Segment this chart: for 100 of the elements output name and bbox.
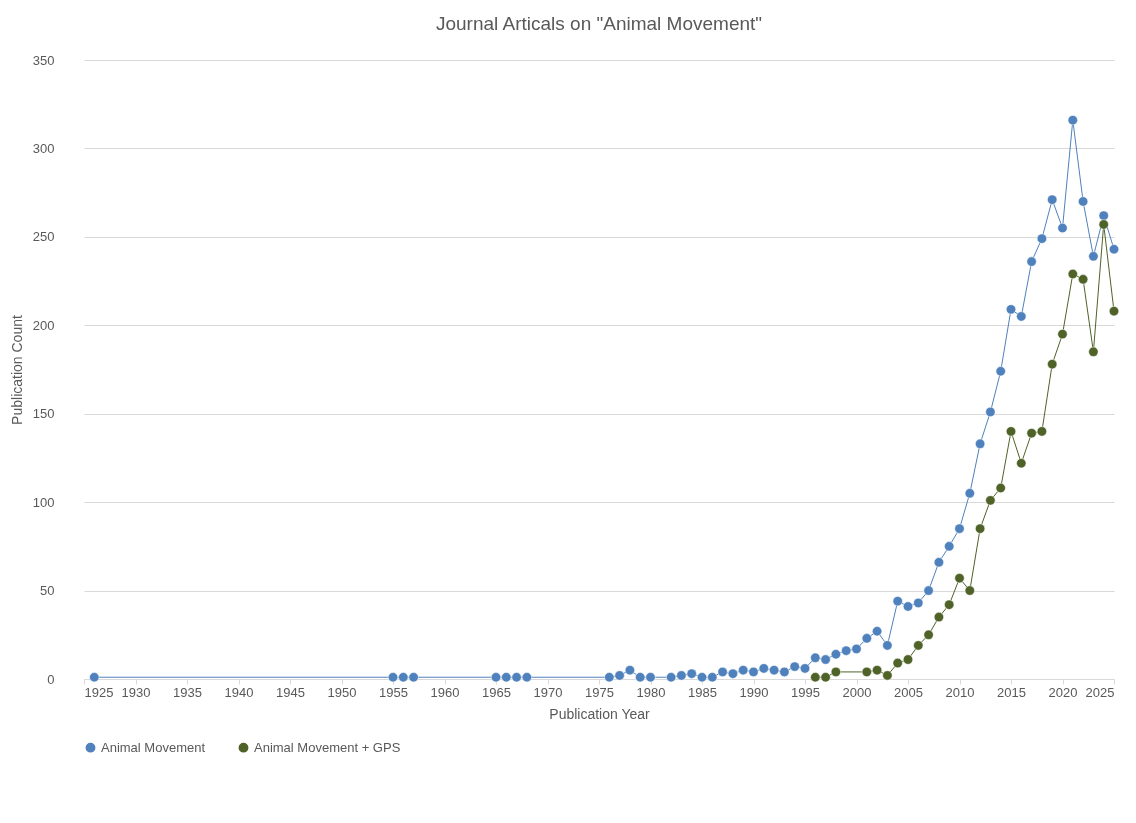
point: [964, 585, 975, 596]
point: [1047, 359, 1058, 370]
point: [614, 670, 625, 681]
point: [769, 665, 780, 676]
point: [491, 672, 501, 683]
x-tick-label: 2005: [894, 684, 923, 700]
x-tick-label: 1980: [636, 684, 666, 700]
point: [748, 666, 759, 677]
point: [624, 665, 635, 676]
y-tick-label: 200: [32, 317, 55, 333]
point: [882, 640, 893, 651]
point: [1088, 346, 1099, 357]
point: [1026, 428, 1037, 439]
x-tick-label: 1965: [482, 684, 511, 700]
x-tick-label: 1960: [430, 684, 460, 700]
point: [501, 672, 512, 683]
point: [666, 672, 677, 683]
point: [861, 666, 872, 677]
point: [800, 663, 810, 674]
point: [521, 672, 532, 683]
point: [830, 649, 841, 660]
point: [841, 645, 852, 656]
point: [779, 666, 790, 677]
point: [995, 366, 1006, 377]
x-tick-label: 2020: [1048, 684, 1078, 700]
point: [892, 596, 903, 607]
point: [861, 633, 872, 644]
point: [707, 672, 718, 683]
point: [872, 665, 883, 676]
point: [923, 585, 934, 596]
point: [1078, 274, 1089, 285]
point: [944, 541, 955, 552]
point: [1036, 233, 1047, 244]
point: [892, 658, 903, 669]
point: [933, 557, 944, 568]
point: [511, 672, 522, 683]
y-tick-label: 0: [47, 671, 55, 687]
point: [738, 665, 749, 676]
y-tick-label: 300: [32, 140, 55, 156]
point: [1036, 426, 1047, 437]
x-tick-label: 1995: [791, 684, 820, 700]
point: [388, 672, 398, 683]
x-tick-label: 2010: [945, 684, 975, 700]
point: [1098, 210, 1109, 221]
x-tick-label: 1970: [533, 684, 563, 700]
point: [872, 626, 883, 637]
x-tick-label: 1930: [121, 684, 151, 700]
point: [1057, 223, 1068, 233]
y-tick-label: 150: [32, 406, 55, 422]
point: [851, 643, 862, 654]
point: [995, 483, 1006, 493]
y-tick-label: 350: [32, 52, 55, 68]
x-tick-label: 2000: [842, 684, 872, 700]
x-tick-label: 2015: [997, 684, 1026, 700]
x-tick-label: 1925: [84, 684, 114, 700]
point: [1006, 426, 1016, 437]
point: [985, 495, 996, 506]
point: [1016, 458, 1027, 469]
point: [408, 672, 419, 683]
point: [1067, 115, 1078, 126]
legend-label: Animal Movement: [101, 739, 206, 755]
point: [830, 666, 841, 677]
point: [913, 597, 924, 608]
point: [903, 654, 913, 665]
y-tick-label: 250: [32, 229, 55, 245]
point: [1006, 304, 1016, 315]
point: [913, 640, 924, 651]
point: [975, 523, 986, 534]
point: [727, 668, 738, 679]
point: [975, 438, 986, 449]
x-tick-label: 1935: [173, 684, 202, 700]
point: [1088, 251, 1099, 262]
chart-title: Journal Articals on "Animal Movement": [435, 13, 763, 34]
x-axis-title: Publication Year: [549, 705, 651, 722]
point: [820, 672, 831, 683]
x-tick-label: 1985: [688, 684, 717, 700]
y-axis-title: Publication Count: [8, 315, 25, 425]
point: [1057, 329, 1068, 340]
legend-label: Animal Movement + GPS: [254, 739, 401, 755]
point: [635, 672, 646, 683]
x-tick-label: 1950: [327, 684, 357, 700]
x-tick-label: 1955: [379, 684, 408, 700]
point: [985, 406, 996, 417]
point: [1016, 311, 1027, 322]
point: [820, 654, 831, 665]
point: [398, 672, 409, 683]
point: [810, 672, 821, 683]
point: [697, 672, 707, 683]
point: [789, 661, 800, 672]
point: [923, 629, 934, 640]
point: [717, 666, 728, 677]
point: [1109, 244, 1119, 255]
point: [89, 672, 100, 683]
point: [686, 668, 697, 679]
point: [810, 652, 821, 663]
point: [1067, 269, 1078, 279]
x-tick-label: 1975: [585, 684, 614, 700]
point: [954, 523, 965, 534]
x-tick-label: 2025: [1085, 684, 1115, 700]
point: [676, 670, 687, 681]
